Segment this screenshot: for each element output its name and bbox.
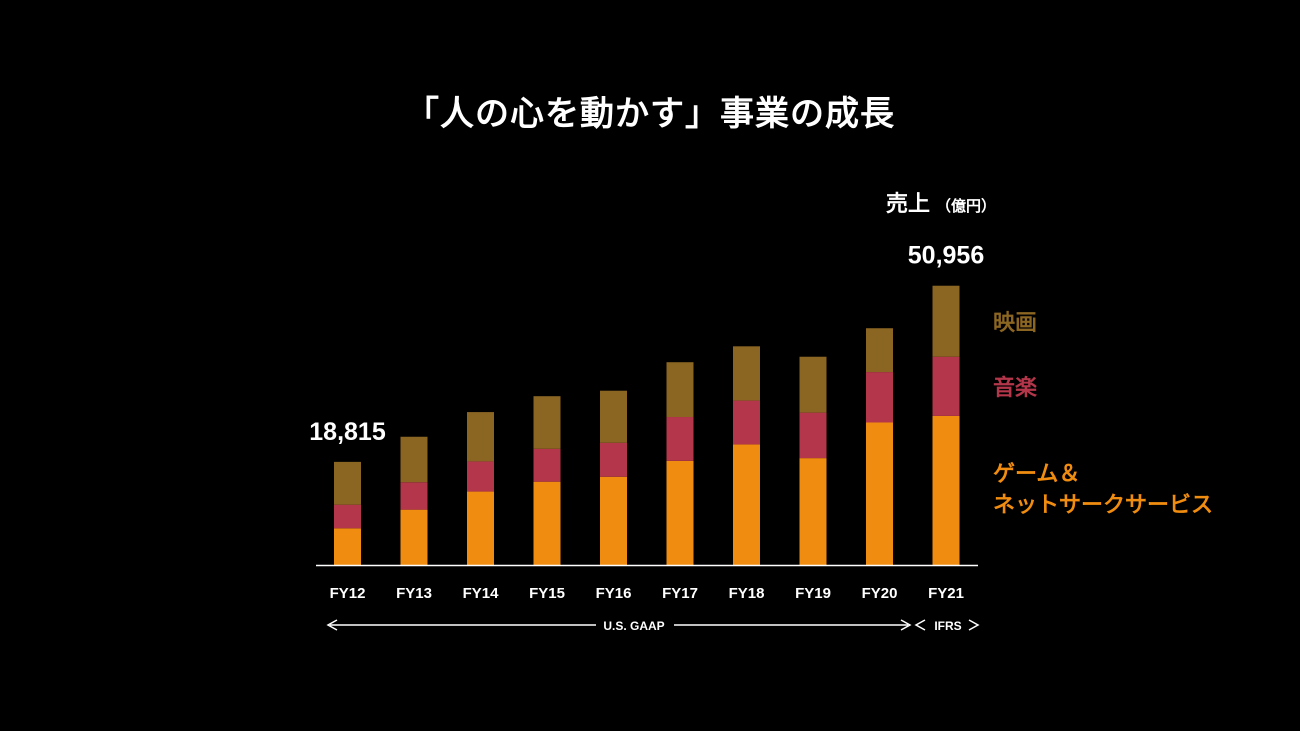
bar-game-fy19: [799, 458, 827, 565]
bar-movie-fy20: [866, 328, 893, 373]
bar-music-fy12: [334, 504, 361, 529]
bar-game-fy16: [600, 476, 627, 565]
usgaap-arrow-right-head: [900, 619, 912, 631]
bar-music-fy19: [799, 412, 827, 459]
x-tick-label: FY12: [330, 585, 366, 602]
total-label-fy12: 18,815: [309, 418, 386, 446]
bar-music-fy18: [733, 400, 760, 445]
legend-game: ゲーム＆ ネットサークサービス: [993, 459, 1213, 521]
bar-movie-fy17: [666, 362, 694, 418]
bar-music-fy17: [666, 417, 694, 461]
legend-game-line2: ネットサークサービス: [993, 493, 1214, 518]
bar-game-fy12: [334, 528, 361, 565]
bar-movie-fy13: [400, 436, 428, 483]
x-tick-label: FY20: [862, 585, 898, 602]
bar-game-fy15: [533, 481, 561, 565]
bar-game-fy20: [866, 422, 893, 565]
x-tick-label: FY16: [596, 585, 632, 602]
bar-movie-fy19: [799, 356, 827, 413]
ifrs-arrow-left-head: [914, 619, 926, 631]
bar-game-fy21: [932, 415, 960, 565]
bar-game-fy18: [733, 444, 760, 565]
bar-music-fy21: [932, 356, 960, 416]
bar-music-fy13: [400, 482, 428, 510]
bar-music-fy14: [467, 461, 494, 492]
x-tick-label: FY15: [529, 585, 565, 602]
bar-movie-fy16: [600, 390, 627, 443]
page-title: 「人の心を動かす」事業の成長: [405, 94, 895, 134]
usgaap-label: U.S. GAAP: [603, 619, 664, 633]
bar-movie-fy21: [932, 285, 960, 357]
legend-movie: 映画: [993, 311, 1038, 336]
unit-label-main: 売上: [886, 192, 931, 217]
ifrs-label: IFRS: [934, 619, 961, 633]
bar-movie-fy18: [733, 346, 760, 401]
usgaap-arrow-left-head: [326, 619, 338, 631]
bar-movie-fy12: [334, 461, 361, 505]
x-tick-label: FY17: [662, 585, 698, 602]
bar-movie-fy14: [467, 412, 494, 462]
x-tick-label: FY21: [928, 585, 964, 602]
ifrs-arrow-right-head: [968, 619, 980, 631]
unit-label-sub: （億円）: [936, 197, 997, 215]
bar-game-fy13: [400, 509, 428, 565]
bar-music-fy15: [533, 448, 561, 482]
bar-movie-fy15: [533, 396, 561, 449]
bar-music-fy20: [866, 372, 893, 423]
total-label-fy21: 50,956: [908, 242, 984, 270]
bar-music-fy16: [600, 442, 627, 477]
bar-game-fy14: [467, 491, 494, 565]
unit-label: 売上 （億円）: [886, 186, 996, 218]
bar-game-fy17: [666, 460, 694, 565]
x-tick-label: FY14: [463, 585, 500, 602]
legend-music: 音楽: [993, 376, 1038, 401]
x-tick-label: FY13: [396, 585, 432, 602]
legend-game-line1: ゲーム＆: [993, 462, 1081, 487]
x-tick-label: FY19: [795, 585, 831, 602]
x-tick-label: FY18: [729, 585, 765, 602]
